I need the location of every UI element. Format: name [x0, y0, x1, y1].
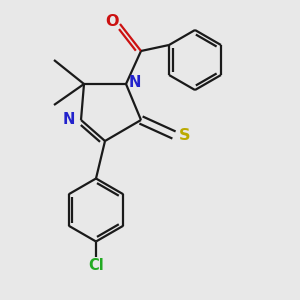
Text: Cl: Cl: [88, 258, 104, 273]
Text: N: N: [129, 75, 141, 90]
Text: S: S: [179, 128, 190, 142]
Text: O: O: [106, 14, 119, 28]
Text: N: N: [63, 112, 75, 128]
